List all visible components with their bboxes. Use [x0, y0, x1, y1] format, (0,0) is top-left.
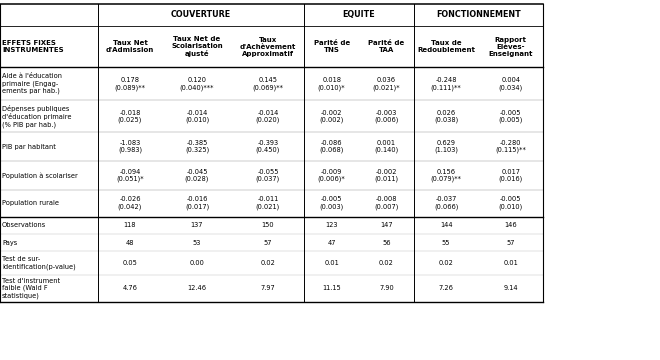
Text: -0.086
(0.068): -0.086 (0.068)	[319, 140, 344, 153]
Text: Pays: Pays	[2, 240, 17, 246]
Text: Population à scolariser: Population à scolariser	[2, 172, 78, 179]
Text: 4.76: 4.76	[123, 285, 137, 291]
Text: 11.15: 11.15	[322, 285, 341, 291]
Text: 0.01: 0.01	[324, 260, 339, 266]
Text: Taux Net
d'Admission: Taux Net d'Admission	[106, 40, 154, 53]
Text: Observations: Observations	[2, 222, 46, 228]
Text: 12.46: 12.46	[187, 285, 207, 291]
Text: Parité de
TNS: Parité de TNS	[314, 40, 350, 53]
Text: EQUITE: EQUITE	[343, 10, 376, 19]
Text: 118: 118	[124, 222, 136, 228]
Text: -1.083
(0.983): -1.083 (0.983)	[118, 140, 142, 153]
Text: -0.014
(0.010): -0.014 (0.010)	[185, 109, 209, 123]
Text: 137: 137	[191, 222, 203, 228]
Text: 9.14: 9.14	[504, 285, 518, 291]
Text: 0.178
(0.089)**: 0.178 (0.089)**	[115, 77, 145, 91]
Text: Taux de
Redoublement: Taux de Redoublement	[417, 40, 475, 53]
Text: -0.014
(0.020): -0.014 (0.020)	[256, 109, 280, 123]
Text: 123: 123	[325, 222, 338, 228]
Text: Aide à l'éducation
primaire (Engag-
ements par hab.): Aide à l'éducation primaire (Engag- emen…	[2, 73, 62, 94]
Text: 0.036
(0.021)*: 0.036 (0.021)*	[373, 77, 400, 91]
Text: 7.90: 7.90	[379, 285, 394, 291]
Text: -0.003
(0.006): -0.003 (0.006)	[374, 109, 399, 123]
Text: 7.97: 7.97	[261, 285, 275, 291]
Text: 0.01: 0.01	[504, 260, 518, 266]
Text: -0.002
(0.002): -0.002 (0.002)	[319, 109, 344, 123]
Text: Taux
d'Achèvement
Approximatif: Taux d'Achèvement Approximatif	[240, 37, 296, 57]
Text: -0.248
(0.111)**: -0.248 (0.111)**	[431, 77, 461, 91]
Text: 0.017
(0.016): 0.017 (0.016)	[499, 168, 523, 182]
Text: 147: 147	[380, 222, 393, 228]
Text: -0.094
(0.051)*: -0.094 (0.051)*	[116, 168, 144, 182]
Text: -0.026
(0.042): -0.026 (0.042)	[118, 197, 142, 210]
Text: 48: 48	[126, 240, 134, 246]
Text: 0.026
(0.038): 0.026 (0.038)	[434, 109, 458, 123]
Text: 56: 56	[382, 240, 391, 246]
Text: PIB par habitant: PIB par habitant	[2, 144, 56, 149]
Text: Parité de
TAA: Parité de TAA	[368, 40, 405, 53]
Text: -0.037
(0.066): -0.037 (0.066)	[434, 197, 458, 210]
Text: -0.005
(0.010): -0.005 (0.010)	[499, 197, 523, 210]
Text: -0.005
(0.003): -0.005 (0.003)	[319, 197, 344, 210]
Text: Population rurale: Population rurale	[2, 200, 59, 206]
Text: Test d'instrument
faible (Wald F
statistique): Test d'instrument faible (Wald F statist…	[2, 278, 60, 299]
Text: 0.120
(0.040)***: 0.120 (0.040)***	[180, 77, 214, 91]
Text: -0.011
(0.021): -0.011 (0.021)	[256, 197, 280, 210]
Text: 0.629
(1.103): 0.629 (1.103)	[434, 140, 458, 153]
Text: -0.393
(0.450): -0.393 (0.450)	[256, 140, 280, 153]
Text: 7.26: 7.26	[439, 285, 453, 291]
Text: -0.016
(0.017): -0.016 (0.017)	[185, 197, 209, 210]
Text: EFFETS FIXES
INSTRUMENTES: EFFETS FIXES INSTRUMENTES	[2, 40, 63, 53]
Text: -0.005
(0.005): -0.005 (0.005)	[499, 109, 523, 123]
Text: 0.004
(0.034): 0.004 (0.034)	[499, 77, 523, 91]
Text: FONCTIONNEMENT: FONCTIONNEMENT	[436, 10, 521, 19]
Text: 57: 57	[264, 240, 272, 246]
Text: -0.055
(0.037): -0.055 (0.037)	[256, 168, 280, 182]
Text: 0.02: 0.02	[261, 260, 275, 266]
Text: 53: 53	[193, 240, 201, 246]
Text: 150: 150	[261, 222, 275, 228]
Text: 146: 146	[504, 222, 517, 228]
Text: -0.002
(0.011): -0.002 (0.011)	[374, 168, 399, 182]
Text: 0.00: 0.00	[189, 260, 205, 266]
Text: 0.156
(0.079)**: 0.156 (0.079)**	[431, 168, 461, 182]
Text: 55: 55	[442, 240, 450, 246]
Text: 47: 47	[327, 240, 336, 246]
Text: 0.02: 0.02	[439, 260, 453, 266]
Text: 0.001
(0.140): 0.001 (0.140)	[374, 140, 399, 153]
Text: 144: 144	[440, 222, 453, 228]
Text: Dépenses publiques
d'éducation primaire
(% PIB par hab.): Dépenses publiques d'éducation primaire …	[2, 105, 71, 128]
Text: 0.018
(0.010)*: 0.018 (0.010)*	[318, 77, 345, 91]
Text: -0.385
(0.325): -0.385 (0.325)	[185, 140, 209, 153]
Text: 0.145
(0.069)**: 0.145 (0.069)**	[253, 77, 283, 91]
Text: -0.018
(0.025): -0.018 (0.025)	[118, 109, 142, 123]
Text: -0.008
(0.007): -0.008 (0.007)	[374, 197, 399, 210]
Text: COUVERTURE: COUVERTURE	[171, 10, 231, 19]
Text: Rapport
Elèves-
Enseignant: Rapport Elèves- Enseignant	[488, 37, 533, 57]
Text: -0.009
(0.006)*: -0.009 (0.006)*	[317, 168, 346, 182]
Text: 0.05: 0.05	[123, 260, 137, 266]
Text: -0.280
(0.115)**: -0.280 (0.115)**	[496, 140, 526, 153]
Text: Test de sur-
identification(p-value): Test de sur- identification(p-value)	[2, 256, 76, 270]
Text: 0.02: 0.02	[379, 260, 394, 266]
Text: -0.045
(0.028): -0.045 (0.028)	[185, 168, 209, 182]
Text: Taux Net de
Scolarisation
ajusté: Taux Net de Scolarisation ajusté	[171, 36, 223, 57]
Text: 57: 57	[507, 240, 515, 246]
